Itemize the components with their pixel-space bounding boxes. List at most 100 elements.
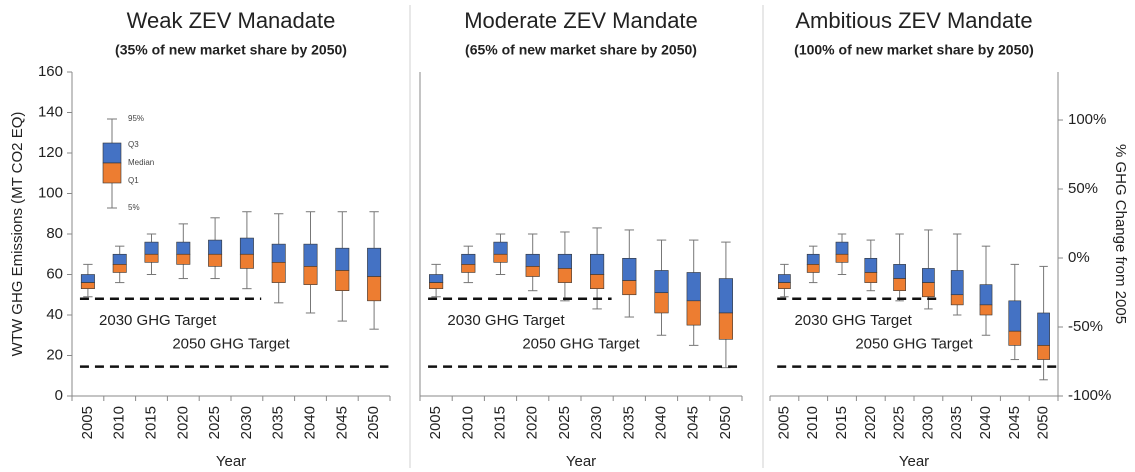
x-tick-label: 2040 — [301, 406, 318, 439]
box-upper — [144, 241, 159, 255]
box-lower — [590, 274, 605, 289]
x-tick-label: 2035 — [948, 406, 965, 439]
box-upper — [239, 237, 254, 255]
x-axis-label: Year — [216, 453, 246, 470]
box-lower — [686, 300, 701, 326]
y-tick-label: 80 — [46, 225, 63, 242]
box-upper — [557, 253, 572, 269]
chart-title: Moderate ZEV Mandate — [464, 8, 698, 33]
box-lower — [979, 304, 993, 316]
legend-box-lower — [102, 162, 122, 184]
box-upper — [686, 272, 701, 302]
x-tick-label: 2015 — [491, 406, 508, 439]
box-upper — [367, 247, 382, 277]
box-upper — [718, 278, 733, 314]
box-lower — [557, 268, 572, 283]
x-tick-label: 2025 — [891, 406, 908, 439]
box-lower — [461, 264, 476, 273]
box-lower — [806, 264, 820, 273]
y-tick-label: 100 — [38, 184, 63, 201]
y-tick-label: 160 — [38, 63, 63, 80]
box-lower — [864, 272, 878, 283]
box-lower — [303, 266, 318, 285]
x-tick-label: 2050 — [717, 406, 734, 439]
y2-axis-label: % GHG Change from 2005 — [1112, 144, 1129, 324]
x-tick-label: 2020 — [524, 406, 541, 439]
box-upper — [176, 241, 191, 255]
x-tick-label: 2005 — [427, 406, 444, 439]
box-upper — [950, 270, 964, 296]
x-axis-label: Year — [566, 453, 596, 470]
y2-tick-label: -100% — [1068, 387, 1111, 404]
chart-title: Ambitious ZEV Mandate — [795, 8, 1032, 33]
x-axis-label: Year — [899, 453, 929, 470]
x-tick-label: 2035 — [270, 406, 287, 439]
legend-label: 5% — [128, 203, 140, 212]
target-label: 2030 GHG Target — [447, 312, 565, 329]
x-tick-label: 2025 — [556, 406, 573, 439]
box-lower — [112, 264, 127, 273]
y2-tick-label: -50% — [1068, 318, 1103, 335]
legend-label: Q1 — [128, 176, 139, 185]
box-upper — [271, 243, 286, 263]
box-upper — [80, 274, 95, 283]
box-upper — [590, 253, 605, 275]
y-tick-label: 120 — [38, 144, 63, 161]
x-tick-label: 2030 — [588, 406, 605, 439]
box-upper — [864, 257, 878, 273]
box-upper — [922, 268, 935, 283]
box-lower — [835, 253, 849, 263]
box-lower — [922, 282, 935, 298]
x-tick-label: 2040 — [977, 406, 994, 439]
x-tick-label: 2050 — [1035, 406, 1052, 439]
box-lower — [950, 294, 964, 306]
x-tick-label: 2045 — [333, 406, 350, 439]
box-upper — [835, 241, 849, 255]
x-tick-label: 2030 — [919, 406, 936, 439]
box-lower — [622, 280, 637, 296]
box-lower — [367, 276, 382, 302]
box-lower — [525, 266, 540, 277]
box-upper — [493, 241, 508, 255]
legend-label: Q3 — [128, 140, 139, 149]
box-upper — [335, 247, 350, 271]
legend-label: Median — [128, 158, 154, 167]
box-upper — [112, 253, 127, 265]
box-lower — [239, 253, 254, 269]
box-upper — [303, 243, 318, 267]
box-lower — [778, 282, 791, 289]
x-tick-label: 2020 — [174, 406, 191, 439]
y-axis-label: WTW GHG Emissions (MT CO2 EQ) — [9, 112, 26, 357]
x-tick-label: 2045 — [685, 406, 702, 439]
y-tick-label: 20 — [46, 346, 63, 363]
box-upper — [429, 274, 444, 283]
x-tick-label: 2040 — [652, 406, 669, 439]
x-tick-label: 2025 — [206, 406, 223, 439]
target-label: 2050 GHG Target — [522, 336, 640, 353]
x-tick-label: 2005 — [79, 406, 96, 439]
y-tick-label: 140 — [38, 103, 63, 120]
box-lower — [176, 253, 191, 265]
legend-label: 95% — [128, 114, 144, 123]
box-lower — [429, 282, 444, 289]
box-lower — [144, 253, 159, 263]
target-label: 2050 GHG Target — [172, 336, 290, 353]
box-lower — [80, 282, 95, 289]
box-lower — [1008, 330, 1022, 346]
x-tick-label: 2010 — [804, 406, 821, 439]
x-tick-label: 2015 — [833, 406, 850, 439]
y2-tick-label: 0% — [1068, 249, 1090, 266]
box-upper — [461, 253, 476, 265]
box-lower — [335, 270, 350, 292]
x-tick-label: 2020 — [862, 406, 879, 439]
box-lower — [654, 292, 669, 314]
chart-subtitle: (65% of new market share by 2050) — [465, 42, 697, 58]
x-tick-label: 2015 — [142, 406, 159, 439]
legend-box-upper — [102, 142, 122, 164]
box-lower — [1037, 345, 1050, 360]
x-tick-label: 2045 — [1006, 406, 1023, 439]
target-label: 2030 GHG Target — [99, 312, 217, 329]
y2-tick-label: 100% — [1068, 111, 1106, 128]
y2-tick-label: 50% — [1068, 180, 1098, 197]
